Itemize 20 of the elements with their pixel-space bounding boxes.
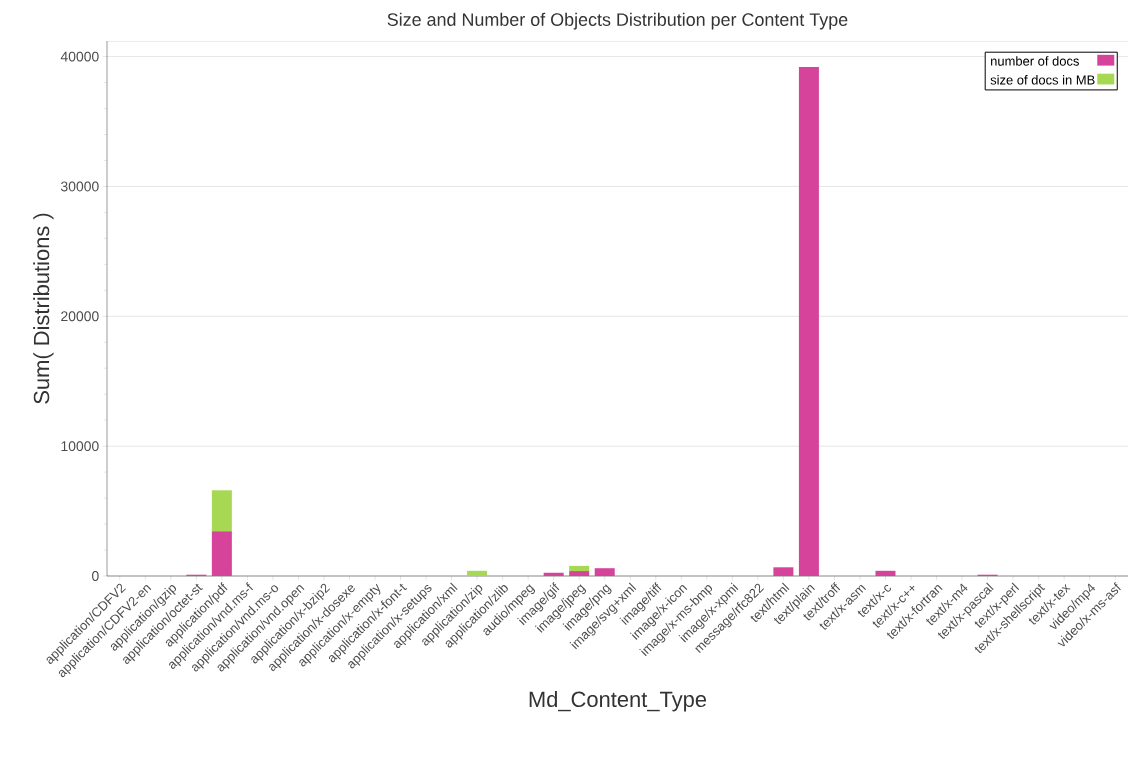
x-axis-title: Md_Content_Type <box>529 690 707 712</box>
y-tick-label: 40000 <box>60 51 99 62</box>
chart-title: Size and Number of Objects Distribution per Content Type <box>387 12 848 30</box>
bar <box>211 531 232 576</box>
bar <box>798 66 819 576</box>
y-axis-title: Sum( Distributions ) <box>33 213 54 404</box>
bar <box>569 571 590 576</box>
y-tick-label: 20000 <box>61 311 99 322</box>
y-tick-label: 0 <box>92 571 99 581</box>
legend-label: number of docs <box>991 56 1079 66</box>
legend-label: size of docs in MB <box>990 75 1095 85</box>
y-tick-label: 10000 <box>61 441 99 452</box>
y-tick-label: 30000 <box>60 181 99 192</box>
bar <box>543 572 564 576</box>
bar <box>211 490 232 532</box>
bar <box>875 570 896 576</box>
bar <box>594 568 615 576</box>
bar <box>467 570 488 576</box>
bar <box>569 565 590 572</box>
bar <box>773 567 794 576</box>
